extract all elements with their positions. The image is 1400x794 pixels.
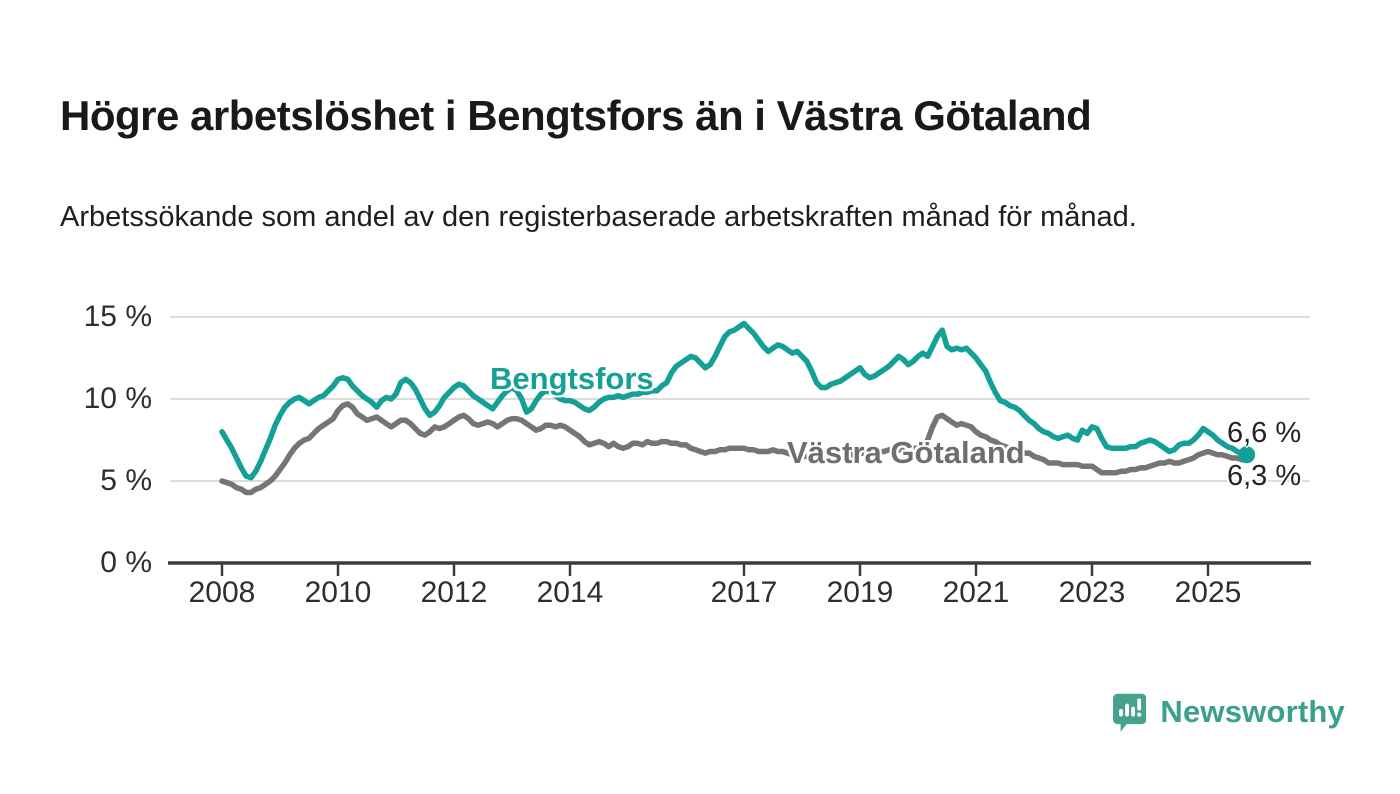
y-axis-tick-label: 15 %: [83, 300, 152, 333]
x-axis-tick-label: 2025: [1174, 576, 1242, 609]
newsworthy-logo: Newsworthy: [1113, 684, 1345, 740]
x-axis-tick-label: 2021: [942, 576, 1010, 609]
page-title: Högre arbetslöshet i Bengtsfors än i Väs…: [60, 92, 1092, 140]
x-axis-tick-label: 2017: [710, 576, 778, 609]
end-value-label-vastra-gotaland: 6,3 %: [1227, 460, 1302, 492]
newsworthy-logo-icon: [1113, 693, 1147, 732]
x-axis-tick-label: 2010: [304, 576, 372, 609]
series-label-bengtsfors: Bengtsfors: [490, 361, 654, 396]
x-axis-tick-label: 2008: [188, 576, 256, 609]
chart-subtitle: Arbetssökande som andel av den registerb…: [60, 201, 1137, 233]
newsworthy-logo-text: Newsworthy: [1160, 694, 1345, 729]
y-axis-tick-label: 0 %: [100, 546, 152, 579]
x-axis-tick-label: 2012: [420, 576, 488, 609]
x-axis-tick-label: 2014: [536, 576, 604, 609]
end-value-label-bengtsfors: 6,6 %: [1227, 417, 1302, 449]
x-axis-tick-label: 2019: [826, 576, 894, 609]
series-label-vastra-gotaland: Västra Götaland: [787, 435, 1025, 470]
x-axis-tick-label: 2023: [1058, 576, 1126, 609]
y-axis-tick-label: 10 %: [83, 382, 152, 415]
y-axis-tick-label: 5 %: [100, 464, 152, 497]
